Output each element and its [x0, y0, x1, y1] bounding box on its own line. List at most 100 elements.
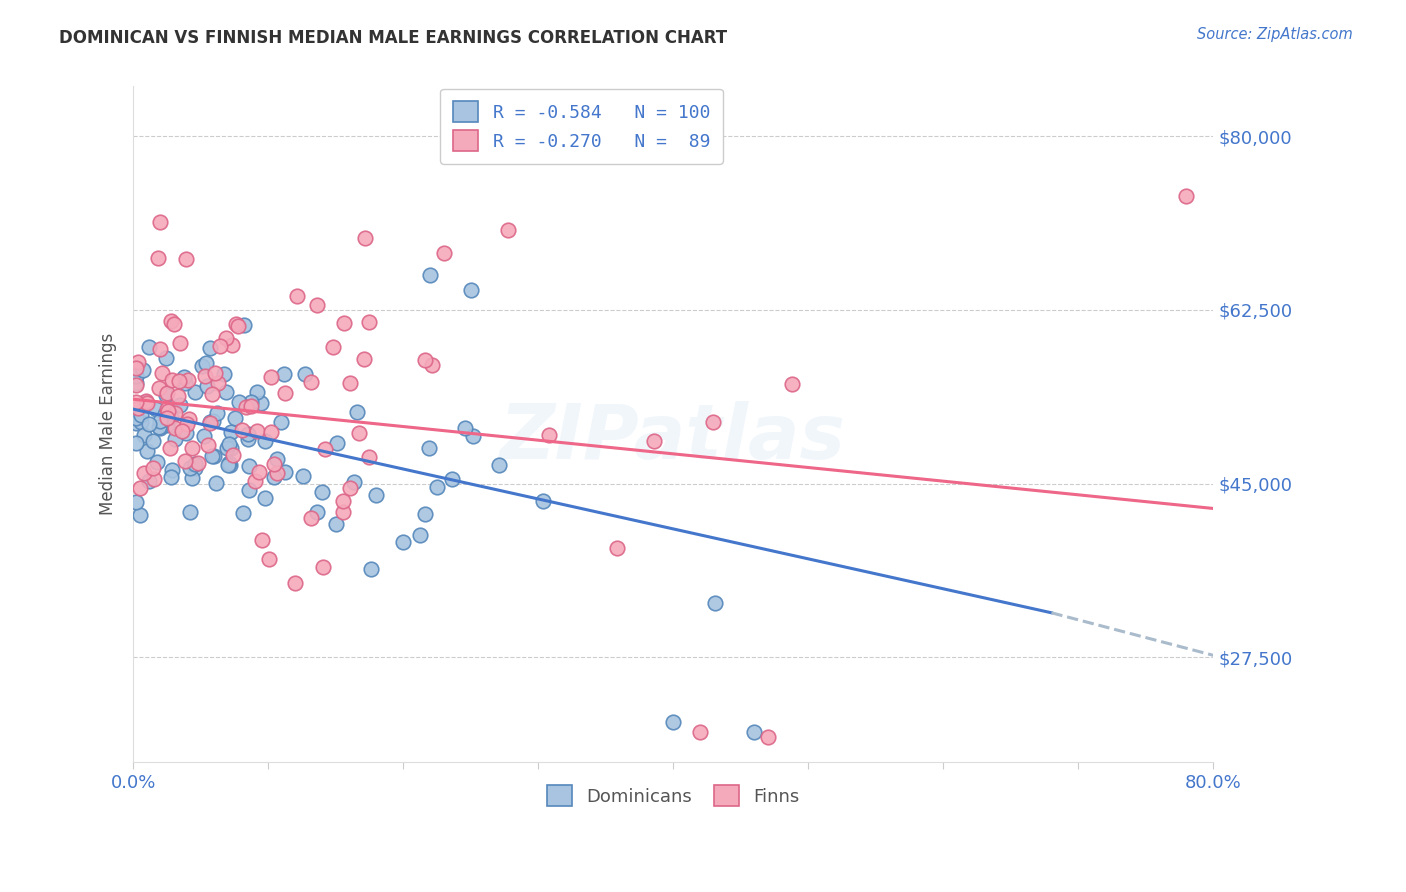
Point: [204, 476, 226, 491]
Point: [239, 394, 262, 409]
Point: [531, 494, 554, 508]
Point: [138, 474, 160, 488]
Point: [159, 441, 181, 455]
Point: [433, 245, 456, 260]
Point: [149, 215, 172, 229]
Point: [274, 386, 297, 401]
Point: [419, 268, 441, 282]
Point: [162, 373, 184, 387]
Point: [214, 368, 236, 382]
Point: [219, 441, 242, 455]
Point: [1175, 188, 1198, 202]
Point: [125, 376, 148, 391]
Point: [125, 435, 148, 450]
Point: [148, 420, 170, 434]
Point: [125, 395, 148, 409]
Point: [187, 456, 209, 470]
Point: [266, 466, 288, 480]
Point: [176, 425, 198, 440]
Point: [703, 595, 725, 609]
Point: [312, 560, 335, 574]
Point: [454, 421, 477, 435]
Point: [236, 432, 259, 446]
Point: [201, 387, 224, 401]
Point: [125, 495, 148, 509]
Point: [488, 458, 510, 472]
Point: [198, 415, 221, 429]
Point: [689, 725, 711, 739]
Point: [254, 434, 277, 448]
Point: [247, 465, 270, 479]
Point: [153, 407, 176, 421]
Point: [156, 417, 179, 432]
Point: [157, 404, 180, 418]
Point: [194, 369, 217, 384]
Point: [257, 552, 280, 566]
Point: [156, 401, 179, 416]
Point: [260, 425, 283, 439]
Point: [343, 475, 366, 489]
Point: [138, 417, 160, 432]
Point: [274, 466, 297, 480]
Point: [160, 410, 183, 425]
Point: [311, 485, 333, 500]
Point: [332, 494, 354, 508]
Point: [193, 428, 215, 442]
Point: [155, 388, 177, 402]
Point: [252, 533, 274, 548]
Point: [364, 488, 387, 502]
Point: [204, 366, 226, 380]
Point: [156, 410, 179, 425]
Point: [215, 331, 238, 345]
Point: [441, 472, 464, 486]
Point: [359, 450, 381, 465]
Point: [266, 451, 288, 466]
Point: [132, 363, 155, 377]
Point: [782, 377, 804, 392]
Point: [134, 395, 156, 409]
Point: [201, 449, 224, 463]
Point: [231, 423, 253, 437]
Point: [209, 339, 232, 353]
Point: [426, 480, 449, 494]
Point: [325, 517, 347, 532]
Point: [176, 252, 198, 266]
Point: [148, 251, 170, 265]
Point: [176, 417, 198, 432]
Text: DOMINICAN VS FINNISH MEDIAN MALE EARNINGS CORRELATION CHART: DOMINICAN VS FINNISH MEDIAN MALE EARNING…: [59, 29, 727, 46]
Point: [174, 454, 197, 468]
Point: [184, 461, 207, 475]
Point: [166, 389, 188, 403]
Point: [160, 470, 183, 484]
Point: [163, 432, 186, 446]
Point: [294, 368, 316, 382]
Point: [129, 481, 152, 495]
Point: [135, 393, 157, 408]
Point: [173, 376, 195, 390]
Point: [228, 318, 250, 333]
Point: [135, 396, 157, 410]
Point: [125, 368, 148, 383]
Point: [150, 366, 173, 380]
Point: [270, 415, 292, 429]
Point: [217, 442, 239, 456]
Point: [322, 340, 344, 354]
Point: [662, 714, 685, 729]
Point: [219, 425, 242, 440]
Y-axis label: Median Male Earnings: Median Male Earnings: [100, 333, 117, 516]
Point: [205, 406, 228, 420]
Point: [148, 381, 170, 395]
Point: [224, 411, 246, 425]
Point: [347, 425, 370, 440]
Point: [132, 428, 155, 442]
Point: [177, 373, 200, 387]
Point: [149, 414, 172, 428]
Point: [156, 386, 179, 401]
Point: [218, 456, 240, 470]
Point: [756, 730, 779, 744]
Point: [169, 398, 191, 412]
Point: [155, 351, 177, 366]
Point: [353, 231, 375, 245]
Legend: Dominicans, Finns: Dominicans, Finns: [540, 778, 807, 814]
Point: [408, 528, 430, 542]
